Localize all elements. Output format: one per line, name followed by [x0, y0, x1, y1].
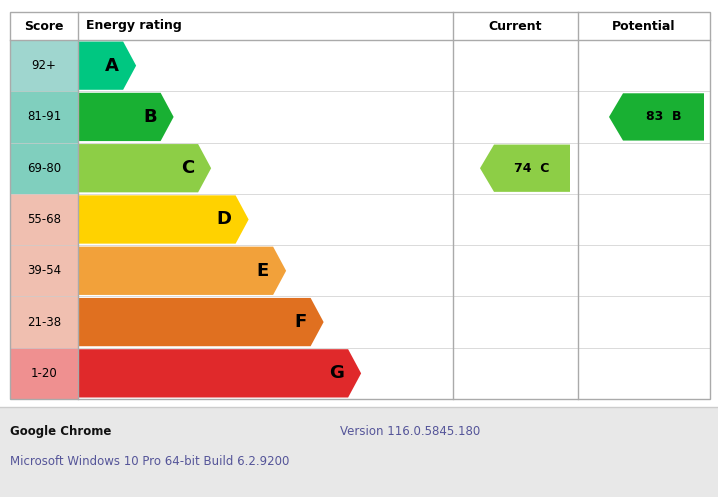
Text: Potential: Potential [612, 19, 676, 32]
Text: 1-20: 1-20 [31, 367, 57, 380]
Text: D: D [217, 211, 232, 229]
Text: Google Chrome: Google Chrome [10, 425, 111, 438]
Text: F: F [294, 313, 307, 331]
Text: 69-80: 69-80 [27, 162, 61, 175]
Text: Current: Current [489, 19, 542, 32]
Bar [10, 194, 78, 245]
Polygon shape [78, 42, 136, 90]
Text: 21-38: 21-38 [27, 316, 61, 329]
Text: Energy rating: Energy rating [86, 19, 182, 32]
Polygon shape [480, 145, 570, 192]
Polygon shape [78, 93, 174, 141]
Text: 39-54: 39-54 [27, 264, 61, 277]
Polygon shape [78, 247, 286, 295]
Polygon shape [78, 349, 361, 398]
Text: E: E [257, 262, 269, 280]
Bar [10, 296, 78, 348]
Text: Version 116.0.5845.180: Version 116.0.5845.180 [340, 425, 480, 438]
Polygon shape [609, 93, 704, 141]
Text: G: G [330, 364, 344, 382]
Polygon shape [78, 195, 248, 244]
Text: A: A [106, 57, 119, 75]
Bar [0, 407, 718, 497]
Bar [10, 12, 710, 399]
Text: 83  B: 83 B [645, 110, 681, 123]
Bar [10, 91, 78, 143]
Bar [10, 143, 78, 194]
Text: 92+: 92+ [32, 59, 57, 72]
Text: C: C [181, 159, 194, 177]
Text: B: B [143, 108, 157, 126]
Text: 81-91: 81-91 [27, 110, 61, 123]
Text: 74  C: 74 C [514, 162, 550, 175]
Text: 55-68: 55-68 [27, 213, 61, 226]
Polygon shape [78, 144, 211, 192]
Bar [10, 40, 78, 91]
Text: Microsoft Windows 10 Pro 64-bit Build 6.2.9200: Microsoft Windows 10 Pro 64-bit Build 6.… [10, 455, 289, 468]
Bar [10, 245, 78, 296]
Polygon shape [78, 298, 324, 346]
Bar [10, 348, 78, 399]
Text: Score: Score [24, 19, 64, 32]
